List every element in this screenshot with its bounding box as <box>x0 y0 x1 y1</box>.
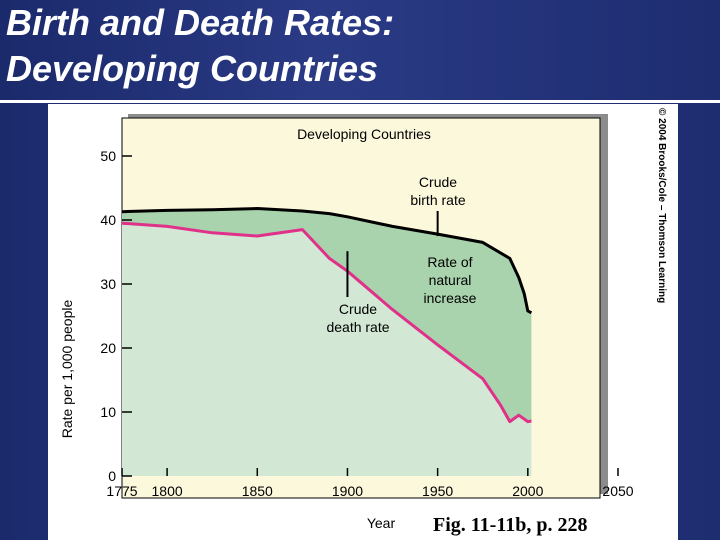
death-rate-annotation: Crude death rate <box>326 251 390 335</box>
slide-title: Birth and Death Rates: Developing Countr… <box>6 0 394 92</box>
y-axis-ticks: 0 10 20 30 40 50 <box>100 148 132 484</box>
slide-title-line1: Birth and Death Rates: <box>6 2 395 43</box>
death-rate-area <box>122 223 532 476</box>
x-axis-ticks: 1775 1800 1850 1900 1950 2000 2050 <box>106 468 634 499</box>
x-tick-label: 2050 <box>602 483 633 499</box>
x-tick-label: 1775 <box>106 483 137 499</box>
y-axis-label: Rate per 1,000 people <box>59 300 75 439</box>
copyright-credit: © 2004 Brooks/Cole – Thomson Learning <box>655 108 667 308</box>
natural-increase-label-line1: Rate of <box>427 254 472 270</box>
x-tick-label: 1850 <box>242 483 273 499</box>
death-rate-label-line1: Crude <box>339 301 377 317</box>
birth-rate-label-line2: birth rate <box>410 192 465 208</box>
slide-title-line2: Developing Countries <box>6 48 379 89</box>
birth-rate-line <box>121 207 533 315</box>
y-tick-label: 50 <box>100 148 116 164</box>
chart-panel: 0 10 20 30 40 50 1775 1800 1850 1900 1950 2000 2050… <box>48 104 678 540</box>
y-tick-label: 0 <box>108 468 116 484</box>
birth-rate-label-line1: Crude <box>419 174 457 190</box>
birth-rate-annotation: Crude birth rate <box>410 174 466 237</box>
x-tick-label: 1950 <box>422 483 453 499</box>
y-tick-label: 20 <box>100 340 116 356</box>
x-tick-label: 1800 <box>152 483 183 499</box>
title-divider <box>0 100 720 103</box>
figure-caption: Fig. 11-11b, p. 228 <box>433 514 588 536</box>
natural-increase-label-line2: natural <box>429 272 472 288</box>
y-tick-label: 10 <box>100 404 116 420</box>
x-axis-label: Year <box>367 515 396 531</box>
copyright-text: © 2004 Brooks/Cole – Thomson Learning <box>656 108 667 304</box>
y-tick-label: 40 <box>100 212 116 228</box>
birth-death-chart: 0 10 20 30 40 50 1775 1800 1850 1900 1950 2000 2050… <box>59 114 634 531</box>
x-tick-label: 1900 <box>332 483 363 499</box>
natural-increase-label-line3: increase <box>424 290 477 306</box>
natural-increase-annotation: Rate of natural increase <box>424 254 477 306</box>
x-tick-label: 2000 <box>512 483 543 499</box>
death-rate-line <box>121 221 532 424</box>
natural-increase-area <box>122 208 532 422</box>
chart-title: Developing Countries <box>297 126 431 142</box>
death-rate-label-line2: death rate <box>326 319 389 335</box>
y-tick-label: 30 <box>100 276 116 292</box>
